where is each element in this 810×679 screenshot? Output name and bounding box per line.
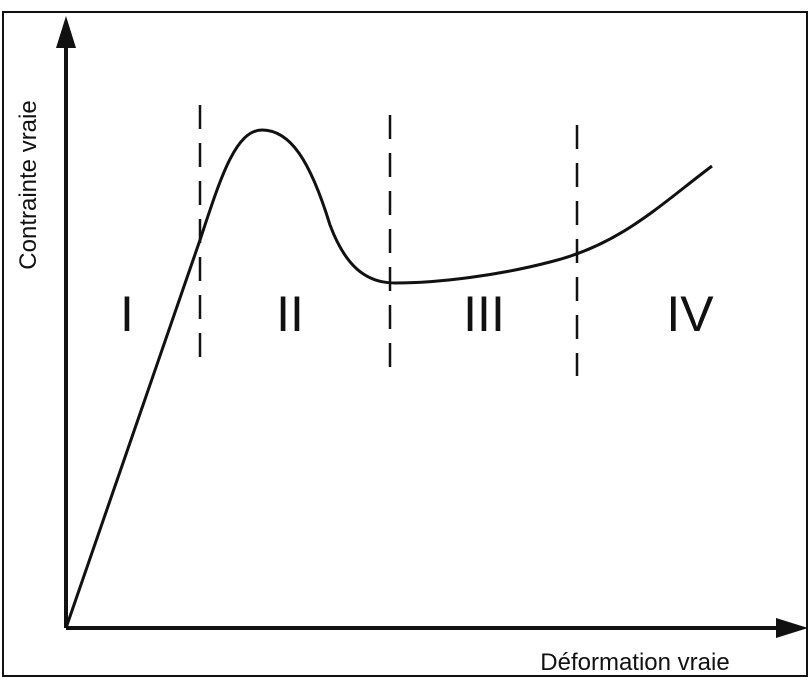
y-axis-label: Contrainte vraie [15,100,42,269]
stress-strain-curve [64,128,713,629]
region-label: IV [666,286,714,342]
frame [2,11,808,677]
x-axis-label: Déformation vraie [540,649,729,676]
region-label: I [120,286,134,342]
region-label: II [276,286,304,342]
region-label: III [463,286,505,342]
y-axis-arrow [56,16,76,48]
x-axis-arrow [776,618,808,638]
